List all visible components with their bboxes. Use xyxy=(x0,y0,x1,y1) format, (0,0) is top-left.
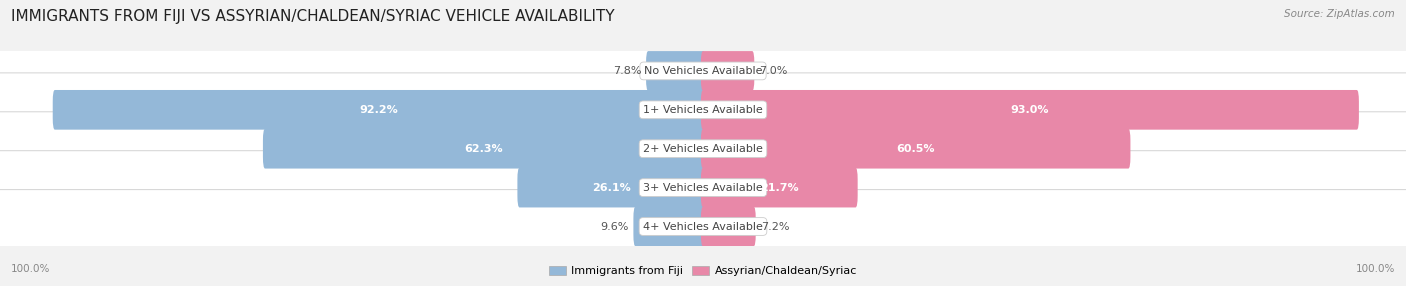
Legend: Immigrants from Fiji, Assyrian/Chaldean/Syriac: Immigrants from Fiji, Assyrian/Chaldean/… xyxy=(544,261,862,281)
FancyBboxPatch shape xyxy=(0,34,1406,108)
FancyBboxPatch shape xyxy=(0,190,1406,263)
FancyBboxPatch shape xyxy=(633,207,706,246)
FancyBboxPatch shape xyxy=(700,90,1358,130)
Text: IMMIGRANTS FROM FIJI VS ASSYRIAN/CHALDEAN/SYRIAC VEHICLE AVAILABILITY: IMMIGRANTS FROM FIJI VS ASSYRIAN/CHALDEA… xyxy=(11,9,614,23)
Text: Source: ZipAtlas.com: Source: ZipAtlas.com xyxy=(1284,9,1395,19)
FancyBboxPatch shape xyxy=(517,168,706,207)
FancyBboxPatch shape xyxy=(0,112,1406,186)
Text: 2+ Vehicles Available: 2+ Vehicles Available xyxy=(643,144,763,154)
Text: 93.0%: 93.0% xyxy=(1011,105,1049,115)
Text: 7.0%: 7.0% xyxy=(759,66,787,76)
Text: 9.6%: 9.6% xyxy=(600,222,628,231)
Text: 3+ Vehicles Available: 3+ Vehicles Available xyxy=(643,183,763,192)
Text: No Vehicles Available: No Vehicles Available xyxy=(644,66,762,76)
Text: 100.0%: 100.0% xyxy=(11,264,51,274)
Text: 21.7%: 21.7% xyxy=(761,183,799,192)
FancyBboxPatch shape xyxy=(700,207,756,246)
FancyBboxPatch shape xyxy=(700,129,1130,168)
Text: 4+ Vehicles Available: 4+ Vehicles Available xyxy=(643,222,763,231)
FancyBboxPatch shape xyxy=(263,129,706,168)
Text: 92.2%: 92.2% xyxy=(360,105,398,115)
FancyBboxPatch shape xyxy=(647,51,706,91)
Text: 1+ Vehicles Available: 1+ Vehicles Available xyxy=(643,105,763,115)
Text: 7.8%: 7.8% xyxy=(613,66,641,76)
Text: 100.0%: 100.0% xyxy=(1355,264,1395,274)
Text: 62.3%: 62.3% xyxy=(465,144,503,154)
Text: 60.5%: 60.5% xyxy=(897,144,935,154)
Text: 7.2%: 7.2% xyxy=(761,222,789,231)
FancyBboxPatch shape xyxy=(700,168,858,207)
FancyBboxPatch shape xyxy=(0,151,1406,225)
Text: 26.1%: 26.1% xyxy=(592,183,631,192)
FancyBboxPatch shape xyxy=(0,73,1406,147)
FancyBboxPatch shape xyxy=(53,90,704,130)
FancyBboxPatch shape xyxy=(700,51,754,91)
